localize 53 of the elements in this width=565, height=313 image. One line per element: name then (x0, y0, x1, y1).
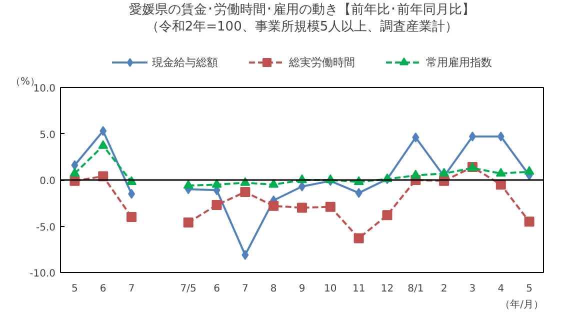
point (325, 202, 336, 212)
point (468, 132, 476, 142)
y-tick-label: -10.0 (30, 268, 56, 280)
point (497, 132, 504, 142)
chart-subtitle: （令和2年=100、事業所規模5人以上、調査産業計） (146, 18, 458, 34)
x-tick-label: 7/5 (180, 284, 196, 294)
legend-label: 現金給与総額 (152, 54, 218, 70)
point (410, 170, 421, 178)
point (524, 216, 534, 227)
x-tick-label: 12 (380, 284, 394, 294)
point (98, 140, 108, 149)
point (240, 187, 250, 198)
point (100, 126, 107, 136)
legend-label: 総実労働時間 (289, 54, 355, 70)
y-tick-label: -5.0 (36, 222, 56, 234)
point (183, 218, 194, 228)
point (126, 212, 137, 222)
point (71, 160, 78, 170)
point (268, 178, 279, 188)
x-tick-label: 4 (498, 284, 504, 294)
point (183, 180, 194, 189)
chart-title: 愛媛県の賃金･労働時間･雇用の動き【前年比･前年同月比】 (129, 2, 475, 18)
point (70, 168, 80, 177)
x-tick-label: 3 (469, 284, 476, 294)
point (354, 233, 364, 244)
y-tick-label: 0.0 (40, 176, 56, 187)
x-tick-label: 8/1 (408, 284, 424, 294)
legend-label: 常用雇用指数 (426, 54, 492, 70)
point (382, 210, 392, 220)
point (212, 178, 222, 188)
x-tick-label: 2 (440, 284, 448, 294)
x-tick-label: 11 (352, 284, 366, 294)
point (496, 168, 506, 177)
y-tick-label: 5.0 (40, 130, 56, 141)
x-tick-label: 5 (72, 284, 78, 294)
x-tick-label: 10 (324, 284, 337, 294)
x-tick-label: 9 (298, 284, 306, 294)
x-tick-label: 8 (270, 284, 277, 294)
point (212, 200, 222, 210)
point (242, 250, 249, 260)
x-tick-label: 5 (526, 284, 532, 294)
point (268, 200, 279, 211)
point (297, 202, 307, 213)
x-tick-label: 6 (214, 284, 220, 294)
x-axis-title: （年/月） (500, 298, 544, 310)
x-tick-label: 7 (242, 284, 248, 294)
point (355, 188, 362, 198)
x-tick-label: 7 (128, 284, 135, 294)
point (524, 166, 534, 175)
point (412, 132, 420, 142)
point (439, 168, 450, 177)
point (128, 188, 136, 199)
x-tick-label: 6 (100, 284, 106, 294)
